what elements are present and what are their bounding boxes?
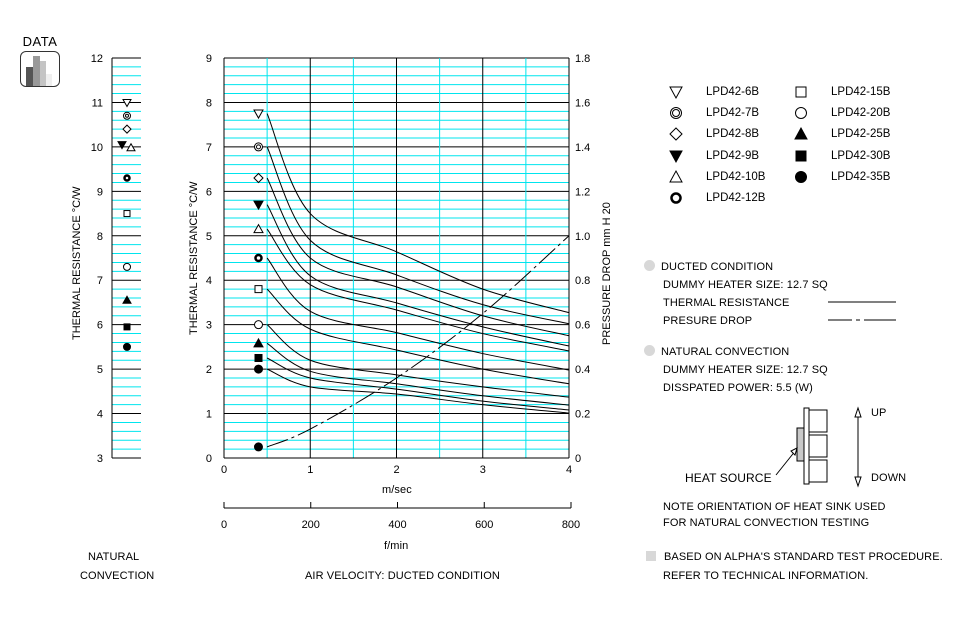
- svg-text:1.8: 1.8: [575, 53, 590, 65]
- natural-dissipated-power: DISSPATED POWER: 5.5 (W): [663, 382, 813, 394]
- bullet-dot-icon: [644, 345, 655, 356]
- triangle-up-filled-icon: [794, 127, 808, 140]
- svg-text:3: 3: [206, 320, 212, 332]
- heat-source-block: [796, 427, 805, 462]
- legend-label: LPD42-20B: [831, 107, 891, 120]
- square-filled-icon: [795, 150, 807, 162]
- svg-text:THERMAL RESISTANCE °C/W: THERMAL RESISTANCE °C/W: [71, 186, 83, 340]
- legend-label: LPD42-35B: [831, 170, 891, 183]
- ducted-condition-heading: DUCTED CONDITION: [644, 260, 773, 273]
- legend-label: LPD42-25B: [831, 128, 891, 141]
- bullet-dot-icon: [644, 260, 655, 271]
- svg-text:2: 2: [206, 364, 212, 376]
- legend-label: LPD42-10B: [706, 170, 766, 183]
- heat-sink-orientation-diagram: [775, 406, 862, 488]
- svg-text:6: 6: [97, 320, 103, 332]
- svg-text:4: 4: [566, 464, 572, 476]
- svg-text:3: 3: [480, 464, 486, 476]
- svg-text:1.2: 1.2: [575, 186, 590, 198]
- svg-text:4: 4: [97, 409, 103, 421]
- svg-text:5: 5: [206, 231, 212, 243]
- procedure-note-1: BASED ON ALPHA'S STANDARD TEST PROCEDURE…: [646, 551, 943, 563]
- svg-text:THERMAL RESISTANCE °C/W: THERMAL RESISTANCE °C/W: [188, 181, 200, 335]
- natural-caption-2: CONVECTION: [80, 570, 155, 582]
- legend-label: LPD42-9B: [706, 149, 760, 162]
- legend-label: LPD42-7B: [706, 107, 760, 120]
- procedure-note-2: REFER TO TECHNICAL INFORMATION.: [663, 570, 869, 582]
- svg-text:1: 1: [206, 409, 212, 421]
- legend-label: LPD42-12B: [706, 192, 766, 204]
- svg-text:PRESSURE DROP mm H 20: PRESSURE DROP mm H 20: [601, 202, 613, 345]
- svg-text:3: 3: [97, 453, 103, 465]
- svg-text:8: 8: [97, 231, 103, 243]
- svg-text:8: 8: [206, 97, 212, 109]
- svg-text:7: 7: [206, 142, 212, 154]
- data-logo: DATA: [18, 34, 62, 87]
- legend-label: LPD42-15B: [831, 86, 891, 98]
- square-open-icon: [795, 86, 807, 98]
- svg-text:11: 11: [92, 97, 103, 109]
- svg-text:4: 4: [206, 275, 212, 287]
- diagram-up-label: UP: [871, 407, 887, 419]
- svg-text:0: 0: [221, 519, 227, 531]
- legend-label: LPD42-6B: [706, 86, 760, 98]
- ring-bold-icon: [670, 192, 682, 204]
- pressure-drop-legend-label: PRESURE DROP: [663, 315, 753, 327]
- double-circle-icon: [670, 107, 682, 120]
- svg-text:12: 12: [91, 53, 103, 65]
- triangle-up-open-icon: [669, 169, 683, 183]
- natural-heater-size: DUMMY HEATER SIZE: 12.7 SQ: [663, 364, 828, 376]
- svg-text:0.4: 0.4: [575, 364, 590, 376]
- svg-text:0.8: 0.8: [575, 275, 590, 287]
- svg-text:2: 2: [393, 464, 399, 476]
- heat-source-label: HEAT SOURCE: [685, 471, 772, 485]
- x-axis-label-fmin: f/min: [384, 540, 409, 552]
- svg-text:0: 0: [575, 453, 581, 465]
- natural-caption-1: NATURAL: [88, 551, 140, 563]
- svg-text:600: 600: [475, 519, 493, 531]
- svg-text:10: 10: [91, 142, 103, 154]
- orientation-note-2: FOR NATURAL CONVECTION TESTING: [663, 517, 870, 529]
- triangle-down-open-icon: [669, 86, 683, 100]
- svg-text:5: 5: [97, 364, 103, 376]
- svg-text:6: 6: [206, 186, 212, 198]
- svg-text:400: 400: [388, 519, 406, 531]
- svg-text:0.2: 0.2: [575, 409, 590, 421]
- circle-open-icon: [795, 107, 807, 120]
- bullet-square-icon: [646, 551, 656, 561]
- svg-text:0: 0: [221, 464, 227, 476]
- svg-text:1.0: 1.0: [575, 231, 590, 243]
- svg-text:1.6: 1.6: [575, 97, 590, 109]
- svg-text:7: 7: [97, 275, 103, 287]
- natural-convection-heading: NATURAL CONVECTION: [644, 345, 789, 358]
- legend-label: LPD42-8B: [706, 128, 760, 141]
- thermal-resistance-curves: [266, 113, 570, 448]
- ducted-chart-grid: [223, 57, 572, 509]
- ducted-heater-size: DUMMY HEATER SIZE: 12.7 SQ: [663, 279, 828, 291]
- diagram-down-label: DOWN: [871, 472, 907, 484]
- svg-text:800: 800: [562, 519, 580, 531]
- data-markers: [117, 98, 264, 452]
- data-logo-label: DATA: [22, 34, 58, 49]
- svg-text:0.6: 0.6: [575, 320, 590, 332]
- orientation-note-1: NOTE ORIENTATION OF HEAT SINK USED: [663, 501, 886, 513]
- bar-chart-icon: [20, 51, 60, 87]
- x-axis-label-ms: m/sec: [382, 484, 412, 496]
- svg-text:9: 9: [206, 53, 212, 65]
- svg-text:200: 200: [302, 519, 320, 531]
- circle-filled-icon: [795, 170, 807, 183]
- svg-text:1.4: 1.4: [575, 142, 590, 154]
- svg-text:1: 1: [307, 464, 313, 476]
- diamond-open-icon: [669, 127, 683, 142]
- svg-text:9: 9: [97, 186, 103, 198]
- thermal-resistance-legend-label: THERMAL RESISTANCE: [663, 297, 790, 309]
- triangle-down-filled-icon: [669, 150, 683, 163]
- chart-caption: AIR VELOCITY: DUCTED CONDITION: [305, 570, 500, 582]
- legend-label: LPD42-30B: [831, 149, 891, 162]
- svg-text:0: 0: [206, 453, 212, 465]
